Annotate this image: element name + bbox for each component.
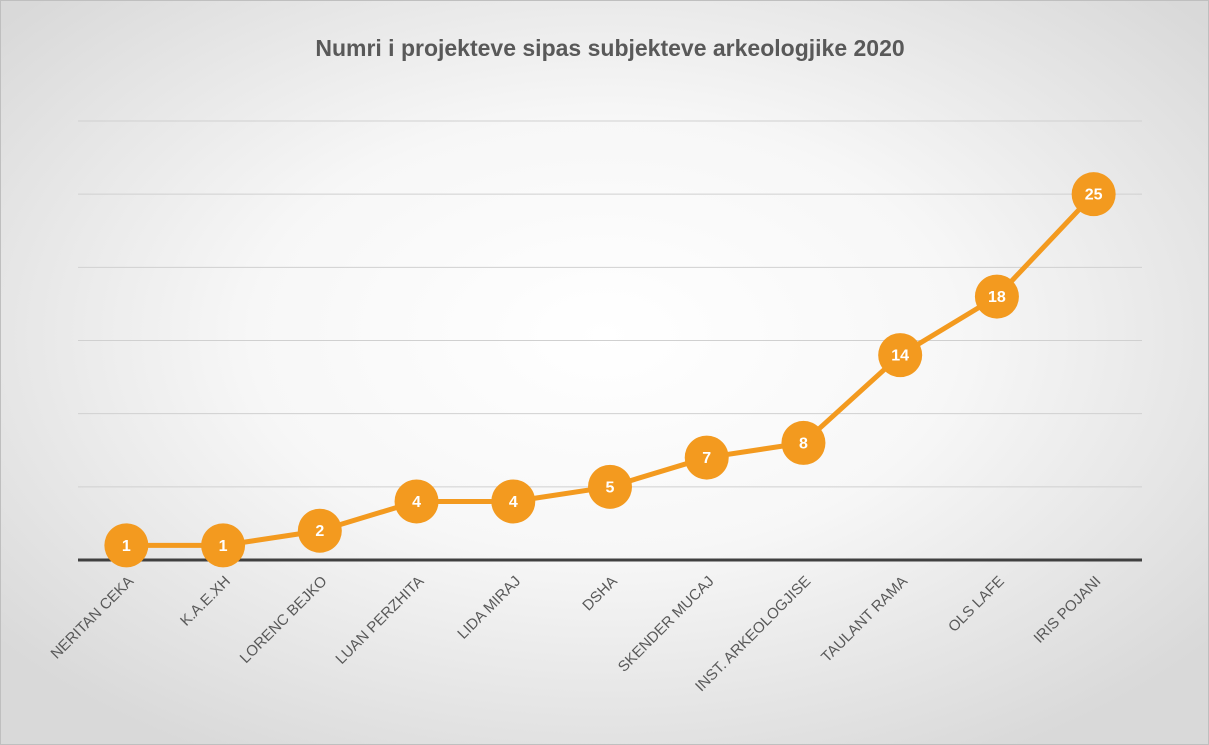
data-point <box>104 523 149 568</box>
data-label: 4 <box>412 494 421 511</box>
chart-title: Numri i projekteve sipas subjekteve arke… <box>315 35 904 61</box>
data-label: 5 <box>606 479 615 496</box>
data-point <box>201 523 246 568</box>
data-label: 8 <box>799 435 808 452</box>
data-point <box>297 508 342 553</box>
data-label: 14 <box>891 348 909 365</box>
data-label: 2 <box>315 523 324 540</box>
data-point <box>588 464 632 509</box>
data-label: 1 <box>122 538 131 555</box>
data-point <box>878 333 923 378</box>
data-label: 1 <box>219 538 228 555</box>
data-label: 25 <box>1085 187 1103 204</box>
data-point <box>394 479 439 524</box>
data-point <box>781 420 826 465</box>
data-point <box>974 274 1019 319</box>
data-point <box>684 435 729 480</box>
data-label: 7 <box>702 450 711 467</box>
data-label: 4 <box>509 494 518 511</box>
data-point <box>491 479 536 524</box>
data-point <box>1071 172 1116 217</box>
data-label: 18 <box>988 289 1006 306</box>
